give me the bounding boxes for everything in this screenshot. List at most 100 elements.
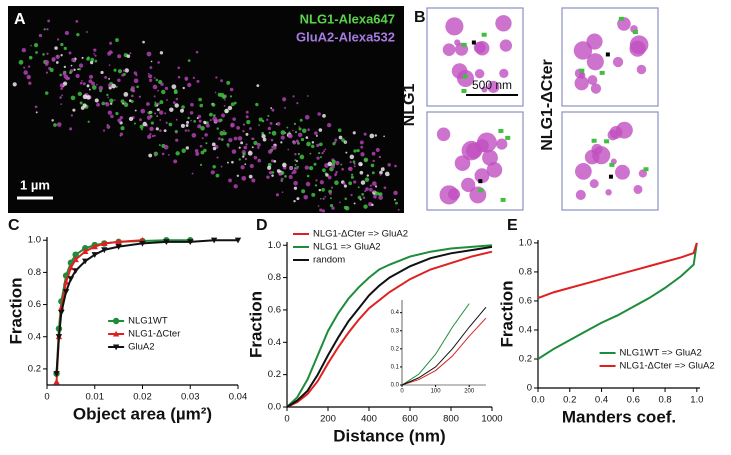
spot [42,53,45,56]
spot [270,138,274,142]
blob [499,39,513,52]
spot [330,186,334,189]
spot [119,132,124,136]
spot [54,46,58,50]
spot [321,188,325,192]
spot [245,110,249,114]
blob [454,155,471,171]
spot [278,172,282,176]
spot [306,141,311,147]
spot [12,82,17,87]
spot [210,170,215,175]
spot [291,172,294,175]
spot [174,103,179,108]
spot [352,160,356,163]
spot [320,197,322,200]
spot [187,129,190,132]
y-axis-label: Fraction [246,291,265,358]
spot [115,111,119,116]
marker [234,237,242,244]
spot [47,19,51,23]
spot [311,141,315,144]
spot [27,65,31,68]
spot [107,96,110,99]
x-tick-label: 1.0 [690,395,703,406]
spot [212,146,217,151]
spot [199,163,203,166]
blob [482,149,498,166]
spot [142,121,147,127]
spot [102,101,105,104]
y-tick-label: 0.4 [391,310,400,316]
spot [362,196,366,200]
spot [217,137,221,141]
spot [93,52,95,55]
spot [149,110,153,114]
spot [236,126,240,130]
spot [163,144,169,150]
spot [267,126,272,131]
marker [55,334,63,340]
x-tick-label: 0.2 [563,395,576,406]
blob [487,80,500,93]
spot [273,160,277,163]
spot [156,108,160,112]
y-tick-label: 0.8 [268,272,281,283]
spot [266,175,270,179]
spot [120,99,125,104]
spot [230,102,235,107]
spot [171,84,177,90]
x-tick-label: 0 [400,389,404,395]
spot [237,136,243,141]
marker [112,344,120,351]
spot [353,149,357,153]
spot [187,59,191,62]
spot [135,73,138,77]
spot [168,122,173,127]
spot [161,152,165,156]
spot [153,95,156,98]
spot [187,116,190,120]
spot [251,146,254,149]
y-tick-label: 0.0 [268,402,281,413]
marker [72,256,79,263]
x-tick-label: 800 [443,414,459,425]
spot [383,186,387,190]
blob [638,169,647,178]
spot [185,124,189,127]
spot [115,38,119,42]
spot [69,127,73,131]
spot [89,60,94,65]
spot [181,105,185,109]
x-tick-label: 0.0 [531,395,544,406]
marker [62,278,70,285]
spot [108,50,113,55]
spot [297,132,303,138]
spot [306,174,310,178]
spot [156,115,159,118]
spot [51,119,54,122]
blob [574,76,589,91]
spot [106,125,111,129]
spot [305,136,309,139]
spot [247,150,253,156]
blob [579,68,585,73]
spot [198,97,202,102]
spot [117,69,123,74]
spot [59,73,63,77]
blob [481,32,487,37]
spot [369,184,373,187]
zoom-panels [426,7,659,211]
spot [295,160,299,163]
spot [67,77,71,80]
blob [505,135,511,140]
legend-label: random [313,255,345,266]
spot [284,106,286,109]
spot [294,163,297,166]
spot [316,143,320,148]
spot [371,203,374,207]
spot [172,101,176,104]
spot [280,141,283,144]
marker [101,247,108,254]
spot [293,122,297,125]
